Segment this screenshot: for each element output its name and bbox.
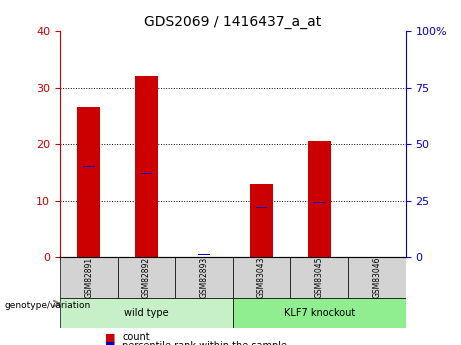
FancyBboxPatch shape xyxy=(60,257,118,298)
Text: wild type: wild type xyxy=(124,308,169,318)
FancyBboxPatch shape xyxy=(233,298,406,328)
Text: GSM82891: GSM82891 xyxy=(84,257,93,298)
Bar xyxy=(250,184,273,257)
FancyBboxPatch shape xyxy=(233,257,290,298)
FancyBboxPatch shape xyxy=(290,257,348,298)
Text: GSM83043: GSM83043 xyxy=(257,257,266,298)
Text: ■: ■ xyxy=(105,341,115,345)
Text: genotype/variation: genotype/variation xyxy=(5,301,91,310)
Text: GSM82892: GSM82892 xyxy=(142,257,151,298)
Title: GDS2069 / 1416437_a_at: GDS2069 / 1416437_a_at xyxy=(144,14,321,29)
Bar xyxy=(135,76,158,257)
Bar xyxy=(141,173,152,174)
Bar xyxy=(77,107,100,257)
Text: GSM82893: GSM82893 xyxy=(200,257,208,298)
Bar xyxy=(256,207,267,208)
FancyBboxPatch shape xyxy=(348,257,406,298)
Bar xyxy=(198,254,210,255)
FancyBboxPatch shape xyxy=(175,257,233,298)
Text: count: count xyxy=(122,333,150,343)
Text: percentile rank within the sample: percentile rank within the sample xyxy=(122,341,287,345)
Text: ■: ■ xyxy=(105,333,115,343)
Bar xyxy=(83,166,95,167)
Text: GSM83046: GSM83046 xyxy=(372,257,381,298)
Text: GSM83045: GSM83045 xyxy=(315,257,324,298)
Bar xyxy=(308,141,331,257)
Text: KLF7 knockout: KLF7 knockout xyxy=(284,308,355,318)
FancyBboxPatch shape xyxy=(118,257,175,298)
FancyBboxPatch shape xyxy=(60,298,233,328)
